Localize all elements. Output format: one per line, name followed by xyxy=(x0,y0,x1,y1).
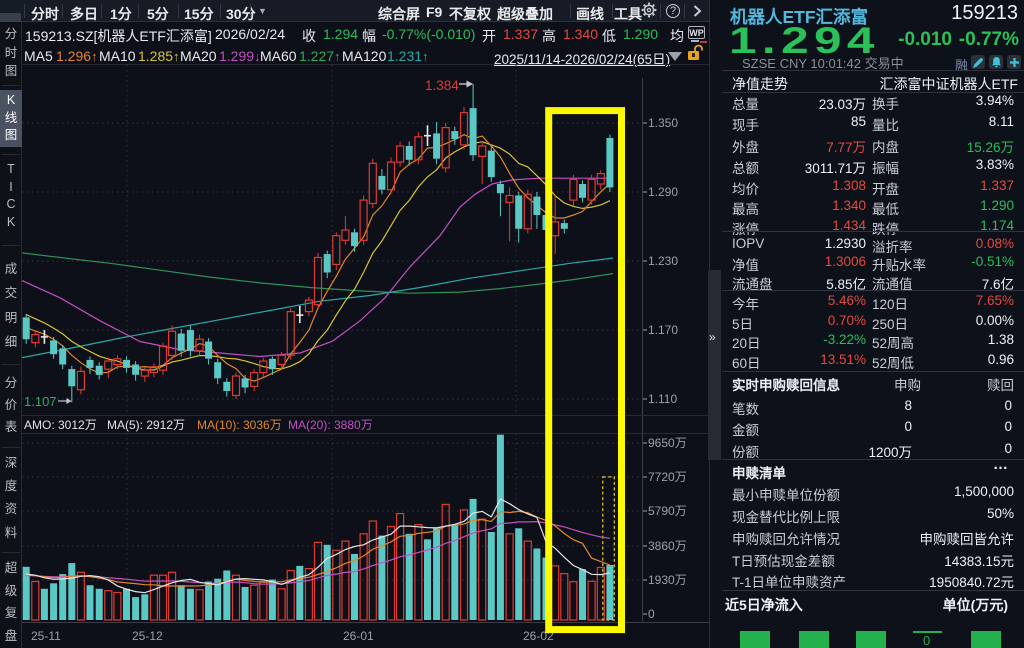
svg-text:MA(20): 3880万: MA(20): 3880万 xyxy=(288,418,373,432)
svg-text:1.230: 1.230 xyxy=(648,254,678,268)
svg-text:25-11: 25-11 xyxy=(31,629,61,643)
svg-text:0: 0 xyxy=(648,607,655,621)
svg-text:AMO: 3012万: AMO: 3012万 xyxy=(24,418,97,432)
svg-text:1.107: 1.107 xyxy=(24,394,57,409)
svg-text:5790万: 5790万 xyxy=(648,504,687,518)
svg-text:1.290: 1.290 xyxy=(648,185,678,199)
svg-text:26-01: 26-01 xyxy=(343,629,374,643)
svg-text:MA(5): 2912万: MA(5): 2912万 xyxy=(107,418,185,432)
svg-text:1.350: 1.350 xyxy=(648,116,678,130)
svg-text:1930万: 1930万 xyxy=(648,573,687,587)
svg-text:3860万: 3860万 xyxy=(648,539,687,553)
svg-text:25-12: 25-12 xyxy=(132,629,163,643)
svg-text:1.110: 1.110 xyxy=(648,392,677,406)
svg-text:MA(10): 3036万: MA(10): 3036万 xyxy=(197,418,282,432)
svg-text:9650万: 9650万 xyxy=(648,436,687,450)
svg-text:7720万: 7720万 xyxy=(648,470,687,484)
svg-text:1.170: 1.170 xyxy=(648,323,678,337)
svg-text:1.384: 1.384 xyxy=(425,78,459,93)
